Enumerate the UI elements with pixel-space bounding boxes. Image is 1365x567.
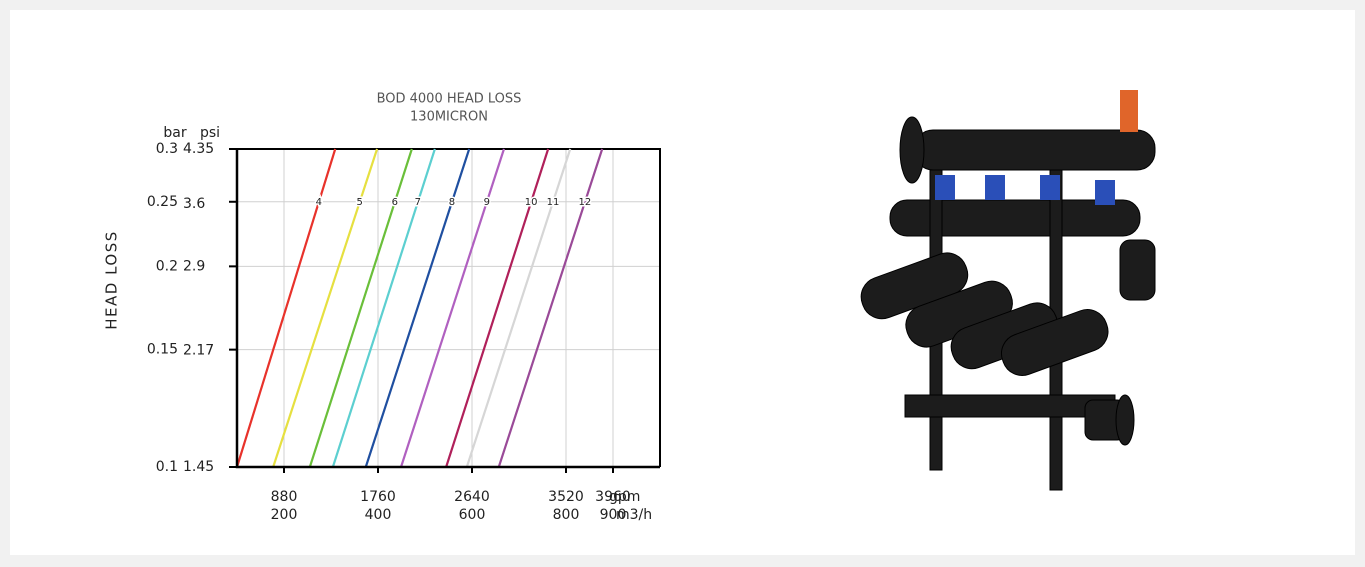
series-line [331,148,436,468]
x-tick-label: 600 [459,507,486,523]
chart-title: BOD 4000 HEAD LOSS [377,92,522,107]
x-unit: m3/h [616,507,652,523]
x-tick-label: 800 [553,507,580,523]
series-line [465,148,572,468]
series-line [235,148,337,468]
series-label: 12 [579,197,592,208]
plot-frame [237,148,661,467]
series-label: 9 [484,197,490,208]
y-axis-title: HEAD LOSS [103,230,121,330]
series-label: 8 [449,197,455,208]
series-label: 7 [415,197,421,208]
series-label: 6 [392,197,398,208]
y-tick-label: 0.25 [147,194,178,210]
y-tick-label: 0.2 [156,258,178,274]
x-tick-label: 400 [365,507,392,523]
y-unit: bar [163,125,186,141]
series-line [445,148,550,468]
series-label: 11 [547,197,560,208]
series-label: 4 [316,197,322,208]
x-tick-label: 900 [600,507,627,523]
series-label: 10 [525,197,538,208]
chart-subtitle: 130MICRON [410,110,488,125]
y2-tick-label: 1.45 [183,459,214,475]
series-line [497,148,604,468]
series-line [399,148,506,468]
x2-tick-label: 2640 [454,489,490,505]
series-line [364,148,471,468]
x2-unit: gpm [609,489,640,505]
x-tick-label: 200 [271,507,298,523]
y2-tick-label: 3.6 [183,196,205,212]
series-label: 5 [357,197,363,208]
y2-unit: psi [200,125,220,141]
x2-tick-label: 1760 [360,489,396,505]
y-tick-label: 0.3 [156,141,178,157]
x2-tick-label: 3520 [548,489,584,505]
axes [235,148,660,469]
x2-tick-label: 3960 [595,489,631,505]
x2-tick-label: 880 [271,489,298,505]
y-tick-label: 0.15 [147,342,178,358]
chart: BOD 4000 HEAD LOSS 130MICRON HEAD LOSS b… [103,92,661,523]
series-line [272,148,379,468]
y2-tick-label: 2.17 [183,342,214,358]
y-tick-label: 0.1 [156,459,178,475]
series-line [308,148,413,468]
y2-tick-label: 2.9 [183,258,205,274]
y2-tick-label: 4.35 [183,141,214,157]
